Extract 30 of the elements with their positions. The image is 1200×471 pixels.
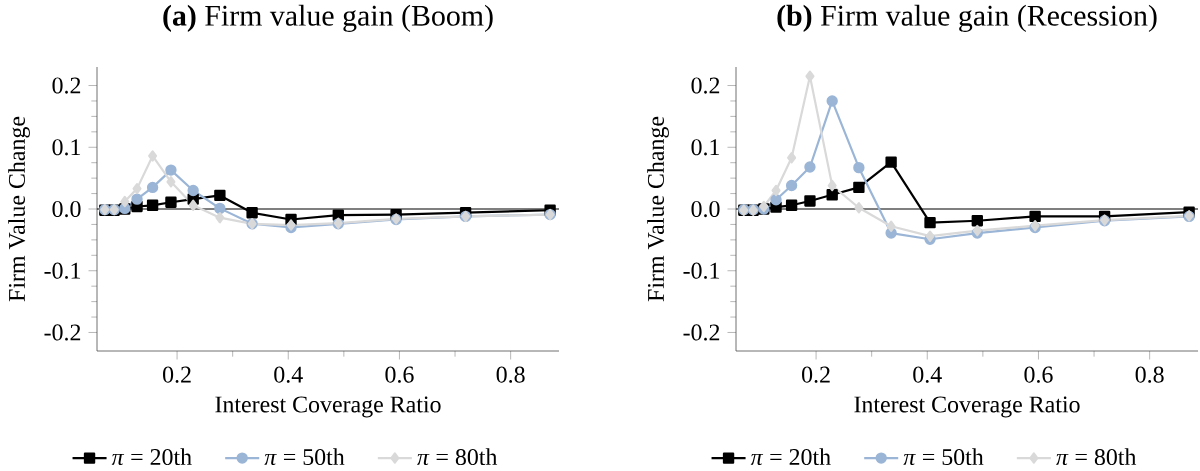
x-tick-label: 0.4 (913, 366, 942, 383)
y-tick-label: -0.2 (683, 324, 720, 341)
legend-label: π = 80th (417, 448, 498, 466)
y-tick-label: 0.2 (691, 77, 720, 94)
chart-title: (a) Firm value gain (Boom) (163, 4, 493, 32)
legend-label: π = 80th (1056, 448, 1137, 466)
x-tick-label: 0.2 (163, 366, 191, 383)
y-tick-label: 0.2 (52, 77, 81, 94)
x-tick-label: 0.2 (802, 366, 830, 383)
x-axis-title: Interest Coverage Ratio (854, 396, 1080, 418)
chart-title: (b) Firm value gain (Recession) (777, 4, 1157, 32)
y-tick-label: 0.0 (52, 200, 81, 218)
y-tick-label: -0.2 (44, 324, 81, 341)
y-axis-title: Firm Value Change (647, 116, 669, 302)
y-tick-label: 0.0 (691, 200, 720, 218)
x-tick-label: 0.6 (385, 366, 414, 383)
x-tick-label: 0.4 (274, 366, 303, 383)
y-axis-title: Firm Value Change (8, 116, 30, 302)
y-tick-label: 0.1 (52, 139, 81, 156)
x-tick-label: 0.8 (1135, 366, 1164, 383)
legend-label: π = 50th (903, 448, 984, 466)
x-tick-label: 0.6 (1024, 366, 1053, 383)
legend-label: π = 20th (111, 448, 192, 466)
legend-label: π = 50th (264, 448, 345, 466)
y-tick-label: -0.1 (44, 262, 81, 279)
x-tick-label: 0.8 (496, 366, 525, 383)
y-tick-label: 0.1 (691, 139, 720, 156)
legend-label: π = 20th (750, 448, 831, 466)
y-tick-label: -0.1 (683, 262, 720, 279)
x-axis-title: Interest Coverage Ratio (215, 396, 441, 418)
